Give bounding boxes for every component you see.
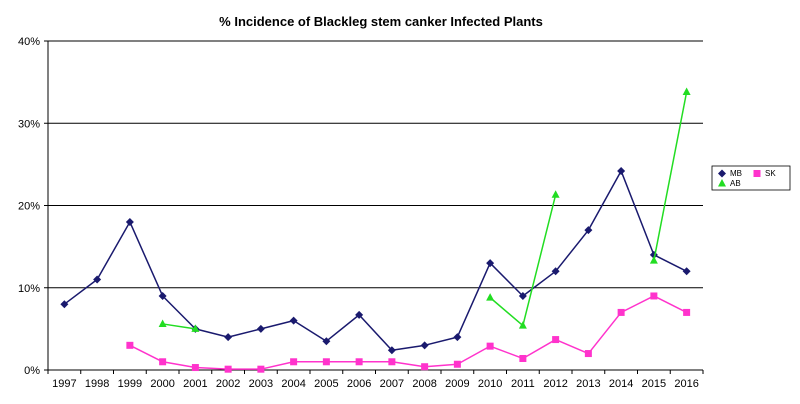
data-point-sk <box>322 358 330 366</box>
legend-label: MB <box>730 169 742 178</box>
y-tick-label: 20% <box>18 201 40 213</box>
data-point-sk <box>290 358 298 366</box>
x-tick-label: 2015 <box>642 378 666 390</box>
data-point-mb <box>518 291 527 300</box>
data-point-sk <box>126 341 134 349</box>
x-tick-label: 2010 <box>478 378 502 390</box>
data-point-mb <box>486 259 495 268</box>
data-point-sk <box>257 365 265 373</box>
legend-marker-mb <box>718 169 726 178</box>
data-point-sk <box>388 358 396 366</box>
data-point-mb <box>682 267 691 276</box>
series-layer <box>60 87 691 373</box>
axes <box>44 40 704 374</box>
data-point-ab <box>551 190 560 198</box>
data-point-sk <box>224 365 232 373</box>
legend-marker-ab <box>718 179 726 187</box>
data-point-mb <box>289 316 298 325</box>
x-tick-labels: 1997 1998 1999 2000 2001 2002 2003 2004 2005 2006… <box>52 378 699 390</box>
x-tick-label: 2011 <box>511 378 535 390</box>
x-tick-label: 2012 <box>543 378 567 390</box>
data-point-mb <box>387 346 396 355</box>
legend-entry-ab: AB <box>718 179 741 188</box>
legend-label: SK <box>765 169 776 178</box>
x-tick-label: 2013 <box>576 378 600 390</box>
series-line-mb <box>63 170 687 352</box>
series-sk <box>126 292 691 373</box>
y-tick-label: 10% <box>18 283 40 295</box>
gridlines <box>48 40 703 289</box>
x-tick-label: 2006 <box>347 378 371 390</box>
legend-marker-sk <box>753 170 761 177</box>
data-point-mb <box>584 226 593 235</box>
data-point-ab <box>649 256 658 264</box>
data-point-sk <box>584 350 592 358</box>
legend-entry-sk: SK <box>753 169 776 178</box>
data-point-sk <box>617 308 625 316</box>
data-point-mb <box>93 275 102 284</box>
data-point-sk <box>191 364 199 372</box>
x-tick-label: 2014 <box>609 378 633 390</box>
data-point-mb <box>617 166 626 175</box>
data-point-ab <box>518 321 527 329</box>
legend: MB SK AB <box>711 165 791 191</box>
data-point-mb <box>256 324 265 333</box>
data-point-mb <box>420 341 429 350</box>
data-point-sk <box>650 292 658 300</box>
y-tick-label: 0% <box>24 365 40 377</box>
series-line-ab <box>489 194 557 327</box>
data-point-sk <box>159 358 167 366</box>
data-point-ab <box>191 324 200 332</box>
data-point-sk <box>453 360 461 368</box>
x-tick-label: 2001 <box>183 378 207 390</box>
y-tick-label: 30% <box>18 118 40 130</box>
data-point-mb <box>355 310 364 319</box>
series-line-ab <box>162 323 196 330</box>
series-line-sk <box>129 295 687 370</box>
x-tick-label: 2004 <box>281 378 305 390</box>
x-tick-label: 1997 <box>52 378 76 390</box>
legend-entries: MB SK AB <box>718 169 776 188</box>
data-point-sk <box>486 342 494 350</box>
data-point-sk <box>421 363 429 371</box>
data-point-sk <box>552 336 560 344</box>
series-line-ab <box>653 91 688 261</box>
series-mb <box>60 166 691 355</box>
chart-title: % Incidence of Blackleg stem canker Infe… <box>219 14 543 29</box>
data-point-sk <box>683 308 691 316</box>
data-point-ab <box>158 319 167 327</box>
data-point-sk <box>355 358 363 366</box>
x-tick-label: 2009 <box>445 378 469 390</box>
data-point-mb <box>224 333 233 342</box>
data-point-mb <box>125 217 134 226</box>
x-tick-label: 2007 <box>380 378 404 390</box>
data-point-mb <box>158 291 167 300</box>
data-point-ab <box>682 87 691 95</box>
data-point-mb <box>322 337 331 346</box>
y-tick-labels: 0% 10% 20% 30% 40% <box>18 36 40 377</box>
x-tick-label: 2016 <box>674 378 698 390</box>
x-tick-label: 1999 <box>118 378 142 390</box>
data-point-sk <box>519 354 527 362</box>
data-point-mb <box>551 267 560 276</box>
data-point-mb <box>453 333 462 342</box>
x-tick-label: 2003 <box>249 378 273 390</box>
x-tick-label: 1998 <box>85 378 109 390</box>
x-tick-label: 2005 <box>314 378 338 390</box>
legend-entry-mb: MB <box>718 169 742 178</box>
data-point-ab <box>486 293 495 301</box>
data-point-mb <box>60 300 69 309</box>
series-ab <box>158 87 691 332</box>
x-tick-label: 2000 <box>150 378 174 390</box>
y-tick-label: 40% <box>18 36 40 48</box>
x-tick-label: 2008 <box>412 378 436 390</box>
x-tick-label: 2002 <box>216 378 240 390</box>
legend-label: AB <box>730 179 741 188</box>
